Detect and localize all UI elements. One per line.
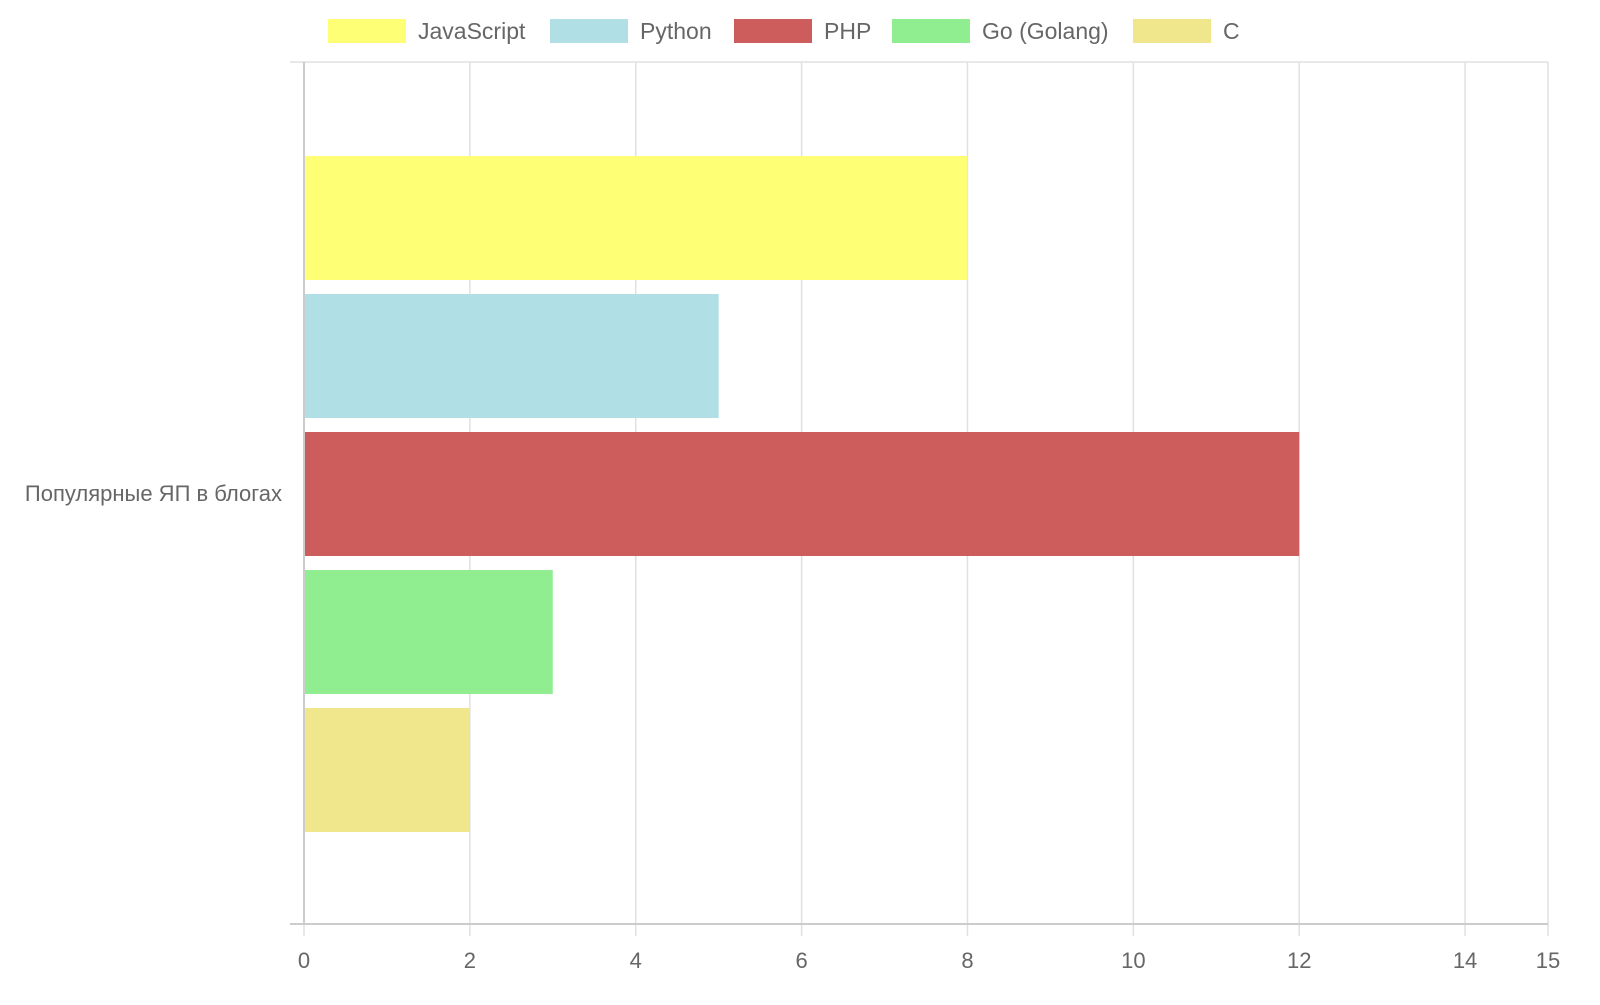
legend-label: C — [1223, 18, 1240, 44]
legend-swatch — [1133, 19, 1211, 43]
legend: JavaScript Python PHP Go (Golang) C — [328, 18, 1240, 44]
x-tick-label: 6 — [795, 948, 807, 973]
x-tick-label: 0 — [298, 948, 310, 973]
x-tick-label: 15 — [1536, 948, 1560, 973]
legend-label: Python — [640, 18, 712, 44]
bar-go-golang[interactable] — [304, 570, 553, 694]
legend-item-c[interactable]: C — [1133, 18, 1240, 44]
bar-python[interactable] — [304, 294, 719, 418]
axes — [290, 62, 1548, 925]
y-category-labels: Популярные ЯП в блогах — [25, 481, 282, 506]
x-tick-label: 4 — [630, 948, 642, 973]
legend-item-php[interactable]: PHP — [734, 18, 871, 44]
x-tick-label: 12 — [1287, 948, 1311, 973]
legend-label: JavaScript — [418, 18, 526, 44]
bar-c[interactable] — [304, 708, 470, 832]
bar-javascript[interactable] — [304, 156, 968, 280]
legend-item-python[interactable]: Python — [550, 18, 712, 44]
legend-item-javascript[interactable]: JavaScript — [328, 18, 526, 44]
legend-swatch — [892, 19, 970, 43]
y-category-label: Популярные ЯП в блогах — [25, 481, 282, 506]
legend-swatch — [328, 19, 406, 43]
legend-swatch — [734, 19, 812, 43]
bars — [304, 156, 1300, 832]
x-tick-label: 2 — [464, 948, 476, 973]
bar-php[interactable] — [304, 432, 1300, 556]
legend-label: PHP — [824, 18, 871, 44]
x-tick-label: 8 — [961, 948, 973, 973]
legend-item-go-golang[interactable]: Go (Golang) — [892, 18, 1109, 44]
legend-label: Go (Golang) — [982, 18, 1109, 44]
x-tick-labels: 0 2 4 6 8 10 12 14 15 — [298, 948, 1560, 973]
legend-swatch — [550, 19, 628, 43]
x-tick-label: 10 — [1121, 948, 1145, 973]
x-tick-label: 14 — [1453, 948, 1477, 973]
